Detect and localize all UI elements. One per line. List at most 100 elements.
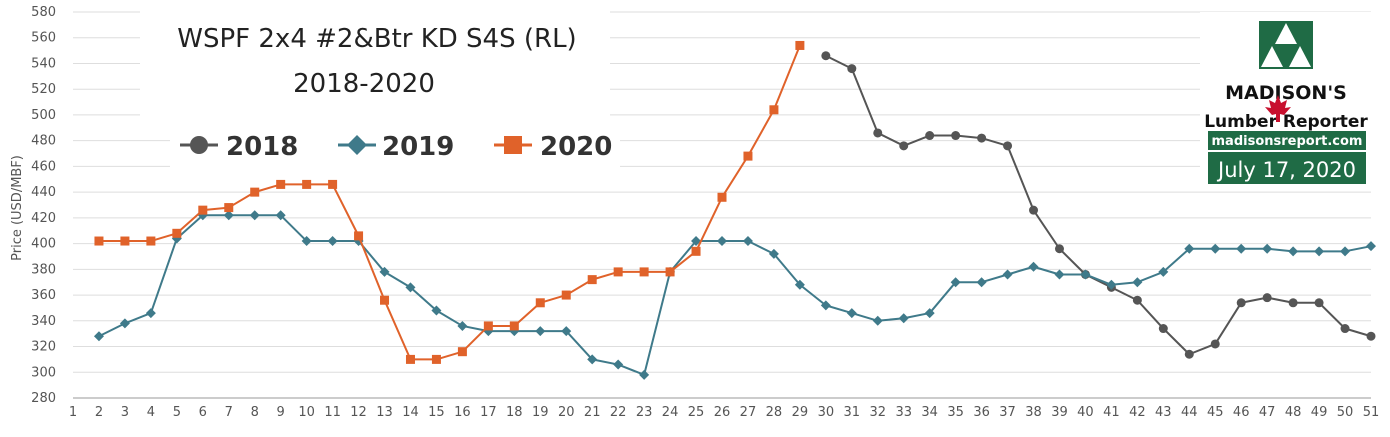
data-point-2019 [1314,246,1325,257]
data-point-2019 [1210,243,1221,254]
x-tick-label: 42 [1129,405,1146,420]
x-tick-label: 21 [584,405,601,420]
y-axis-label: Price (USD/MBF) [10,155,25,261]
data-point-2020 [509,321,519,331]
data-point-2020 [224,203,234,213]
data-point-2018 [1340,324,1350,334]
data-point-2018 [925,131,935,141]
data-point-2018 [1236,298,1246,308]
data-point-2019 [431,305,442,316]
data-point-2018 [1366,331,1376,341]
x-tick-label: 15 [428,405,445,420]
x-tick-label: 41 [1103,405,1120,420]
data-point-2019 [846,308,857,319]
x-tick-label: 48 [1285,405,1302,420]
data-point-2019 [872,315,883,326]
x-tick-label: 46 [1233,405,1250,420]
data-point-2018 [1288,298,1298,308]
data-point-2020 [94,236,104,246]
x-tick-label: 3 [121,405,129,420]
data-point-2020 [587,275,597,285]
data-point-2019 [691,236,702,247]
data-point-2020 [457,347,467,357]
x-tick-label: 13 [376,405,393,420]
y-tick-label: 280 [31,391,56,406]
website-band [1208,131,1366,150]
data-point-2019 [119,318,130,329]
x-tick-label: 7 [225,405,233,420]
x-tick-label: 18 [506,405,523,420]
brand-name: MADISON'S [1225,82,1347,104]
x-tick-label: 50 [1337,405,1354,420]
data-point-2020 [535,298,545,308]
y-tick-label: 320 [31,340,56,355]
data-point-2019 [1080,269,1091,280]
data-point-2020 [613,267,623,277]
chart-subtitle: 2018-2020 [293,69,435,99]
data-point-2019 [924,308,935,319]
data-point-2020 [405,354,415,364]
data-point-2018 [1210,339,1220,349]
data-point-2019 [93,331,104,342]
x-tick-label: 39 [1051,405,1068,420]
data-point-2020 [483,321,493,331]
data-point-2018 [847,64,857,74]
x-tick-label: 20 [558,405,575,420]
x-tick-label: 47 [1259,405,1276,420]
data-point-2019 [249,210,260,221]
x-tick-label: 30 [818,405,835,420]
y-tick-labels: 280 300 320 340 360 380 400 420 440 460 480 500 520 5… [31,5,56,406]
x-tick-label: 35 [947,405,964,420]
x-tick-label: 11 [324,405,341,420]
data-point-2019 [379,266,390,277]
y-tick-label: 500 [31,108,56,123]
data-point-2019 [145,308,156,319]
x-tick-label: 51 [1363,405,1380,420]
data-point-2018 [977,133,987,143]
data-point-2020 [769,105,779,115]
legend-background [170,122,620,168]
legend: 2018 2019 2020 [180,132,612,162]
data-point-2020 [639,267,649,277]
x-tick-label: 22 [610,405,627,420]
x-tick-label: 34 [921,405,938,420]
data-point-2019 [561,326,572,337]
x-tick-labels: 1 2 3 4 5 6 7 8 9 10 11 12 13 14 15 16 17 18 19 20 21 22 23 24 2… [69,405,1379,420]
legend-marker-2019 [347,135,367,155]
x-tick-label: 25 [688,405,705,420]
legend-label-2020: 2020 [540,132,612,162]
data-point-2019 [1288,246,1299,257]
x-tick-label: 19 [532,405,549,420]
x-tick-label: 14 [402,405,419,420]
x-tick-label: 12 [350,405,367,420]
brand-website: madisonsreport.com [1212,134,1363,149]
series-line-2020 [98,45,801,361]
legend-marker-2020 [504,136,522,154]
chart-title: WSPF 2x4 #2&Btr KD S4S (RL) [177,24,576,54]
y-tick-label: 300 [31,365,56,380]
data-point-2020 [172,228,182,238]
x-tick-label: 40 [1077,405,1094,420]
data-point-2020 [431,354,441,364]
data-point-2019 [976,277,987,288]
brand-line2: Lumber Reporter [1204,112,1368,132]
x-tick-label: 23 [636,405,653,420]
data-point-2020 [328,179,338,189]
x-tick-label: 9 [277,405,285,420]
y-tick-label: 460 [31,159,56,174]
y-tick-label: 480 [31,134,56,149]
madisons-logo: MADISON'S Lumber Reporter madisonsreport… [1200,12,1380,190]
data-point-2020 [380,295,390,305]
y-tick-label: 400 [31,237,56,252]
x-tick-label: 33 [895,405,912,420]
y-tick-label: 560 [31,31,56,46]
data-point-2020 [743,151,753,161]
series-line-2018 [825,54,1372,356]
data-point-2020 [354,231,364,241]
data-point-2019 [327,236,338,247]
x-tick-label: 37 [999,405,1016,420]
data-point-2020 [795,40,805,50]
logo-mark-icon [1259,21,1313,69]
data-point-2019 [1002,269,1013,280]
data-point-2020 [276,179,286,189]
